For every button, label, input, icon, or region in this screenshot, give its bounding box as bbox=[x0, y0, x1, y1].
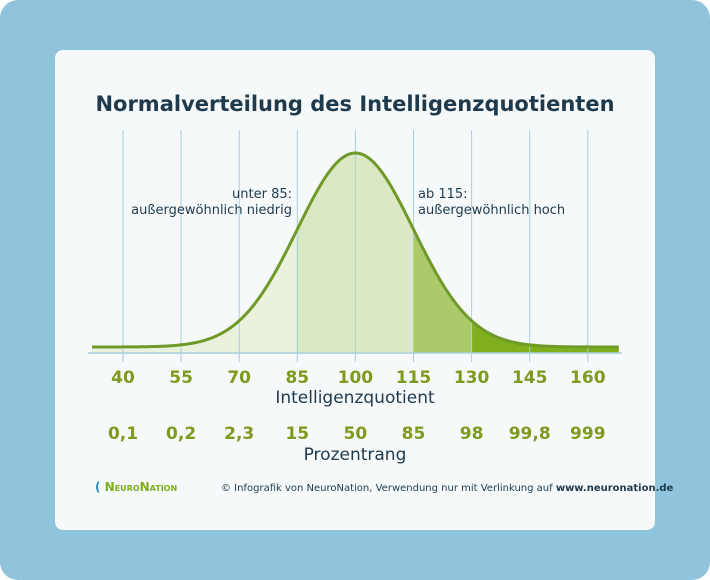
annotation-high: ab 115: außergewöhnlich hoch bbox=[418, 187, 566, 218]
x-tick-label: 130 bbox=[453, 368, 490, 388]
x-tick-label: 115 bbox=[395, 368, 432, 388]
x-tick-label: 55 bbox=[169, 368, 193, 388]
x-tick-label: 145 bbox=[511, 368, 548, 388]
percentile-tick-label: 99,8 bbox=[508, 424, 551, 444]
area-region-0 bbox=[92, 229, 298, 353]
percentile-tick-label: 15 bbox=[285, 424, 310, 444]
footer-credit: © Infografik von NeuroNation, Verwendung… bbox=[221, 483, 674, 494]
area-region-3 bbox=[471, 320, 619, 353]
x-tick-label: 40 bbox=[111, 368, 135, 388]
percentile-tick-label: 50 bbox=[343, 424, 368, 444]
x-tick-label: 160 bbox=[570, 368, 606, 388]
percentile-tick-label: 999 bbox=[570, 424, 606, 444]
percentile-tick-label: 0,2 bbox=[166, 424, 197, 444]
x-tick-label: 85 bbox=[285, 368, 310, 388]
percentile-tick-label: 0,1 bbox=[107, 424, 139, 444]
percentile-tick-label: 98 bbox=[459, 424, 484, 444]
secondary-axis-label: Prozentrang bbox=[303, 445, 407, 465]
x-axis-label: Intelligenzquotient bbox=[275, 388, 435, 408]
annotation-low: unter 85: außergewöhnlich niedrig bbox=[131, 187, 292, 218]
distribution-curve bbox=[92, 151, 619, 349]
x-tick-label: 70 bbox=[227, 368, 252, 388]
chart-title: Normalverteilung des Intelligenzquotient… bbox=[95, 92, 615, 116]
x-tick-label: 100 bbox=[337, 368, 374, 388]
percentile-tick-label: 85 bbox=[401, 424, 426, 444]
neuronation-logo: ( NeuroNation bbox=[95, 480, 178, 494]
percentile-tick-label: 2,3 bbox=[224, 424, 255, 444]
